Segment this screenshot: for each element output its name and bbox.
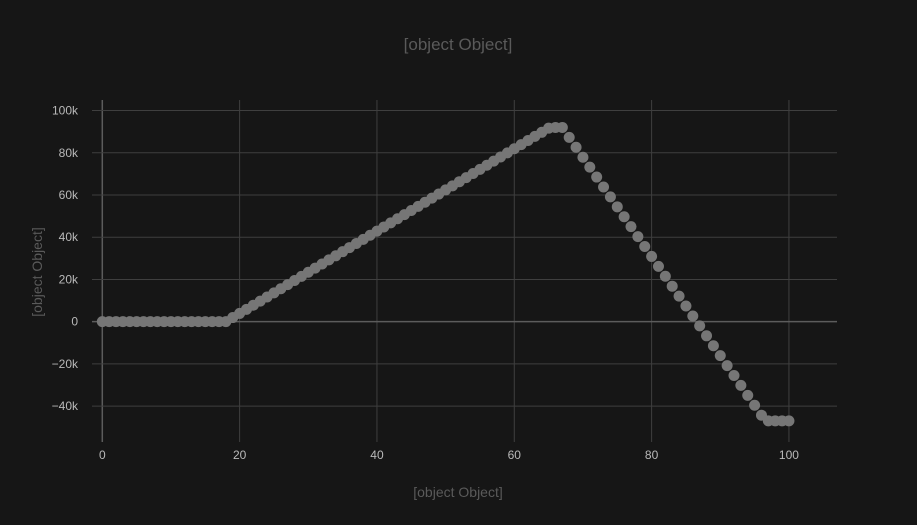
x-tick-label: 20 — [233, 448, 247, 462]
data-point — [694, 320, 706, 332]
y-tick-label: 100k — [52, 104, 79, 118]
data-point — [701, 330, 713, 342]
data-point — [783, 415, 795, 427]
data-point — [591, 171, 603, 183]
data-point — [570, 141, 582, 153]
data-point — [646, 250, 658, 262]
data-point — [659, 270, 671, 282]
y-tick-label: 40k — [59, 230, 79, 244]
data-point — [618, 211, 630, 223]
data-point — [639, 241, 651, 253]
data-point — [680, 300, 692, 312]
chart-title: [object Object] — [404, 35, 513, 54]
x-tick-label: 80 — [645, 448, 659, 462]
data-point — [584, 161, 596, 173]
x-tick-label: 100 — [779, 448, 799, 462]
y-tick-label: 60k — [59, 188, 79, 202]
data-point — [728, 370, 740, 381]
data-point — [625, 221, 637, 233]
data-point — [749, 399, 761, 411]
data-point — [735, 379, 747, 391]
data-point — [598, 181, 610, 193]
data-point — [556, 121, 568, 133]
tick-labels: 0 20 40 60 80 100 −40k −20k 0 20k 40k 60k 80k 100k — [52, 104, 800, 462]
data-point — [604, 191, 616, 203]
data-point — [687, 310, 699, 322]
data-point — [714, 350, 726, 362]
x-tick-label: 40 — [370, 448, 384, 462]
data-point — [577, 151, 589, 163]
y-tick-label: −20k — [52, 357, 79, 371]
data-point — [673, 290, 685, 302]
x-tick-label: 0 — [99, 448, 106, 462]
y-axis-title: [object Object] — [29, 227, 45, 317]
data-point — [742, 389, 754, 401]
gridlines — [92, 100, 837, 442]
y-tick-label: −40k — [52, 399, 79, 413]
x-tick-label: 60 — [508, 448, 522, 462]
x-axis-title: [object Object] — [413, 484, 503, 500]
data-point — [721, 360, 733, 372]
y-tick-label: 80k — [59, 146, 79, 160]
data-point — [707, 340, 719, 352]
data-point — [563, 131, 575, 143]
y-tick-label: 0 — [71, 315, 78, 329]
data-point — [611, 201, 623, 213]
data-point — [632, 231, 644, 243]
data-point — [652, 260, 664, 272]
data-points — [96, 121, 795, 427]
y-tick-label: 20k — [59, 272, 79, 286]
data-point — [666, 280, 678, 292]
